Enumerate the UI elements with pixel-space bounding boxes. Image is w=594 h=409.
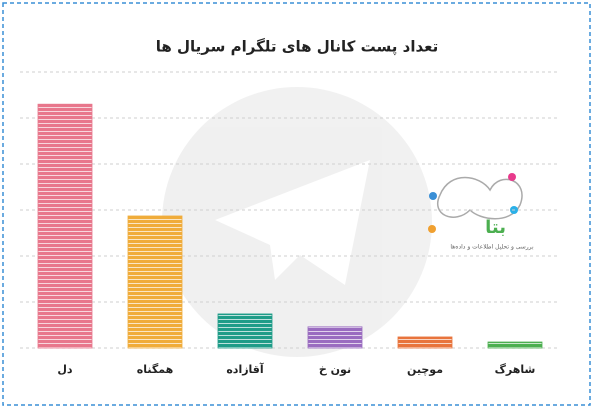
x-tick-label: همگناه [137, 363, 174, 376]
x-tick-label: نون خ [319, 363, 351, 376]
bar [37, 103, 93, 349]
bar [397, 336, 453, 349]
x-tick-label: شاهرگ [495, 362, 536, 376]
bar [307, 326, 363, 349]
logo-tagline: بررسی و تحلیل اطلاعات و داده‌ها [450, 244, 534, 251]
logo-name: بتا [485, 217, 506, 238]
chart-title: تعداد پست کانال های تلگرام سریال ها [156, 38, 438, 57]
x-tick-label: آقازاده [226, 362, 264, 376]
frame [2, 2, 591, 406]
bar [127, 215, 183, 349]
x-tick-label: دل [57, 363, 73, 376]
bar [487, 341, 543, 349]
bar [217, 313, 273, 349]
telegram-watermark [162, 87, 432, 357]
logo: بتا بررسی و تحلیل اطلاعات و داده‌ها [428, 173, 534, 251]
x-tick-label: موچین [407, 363, 443, 376]
